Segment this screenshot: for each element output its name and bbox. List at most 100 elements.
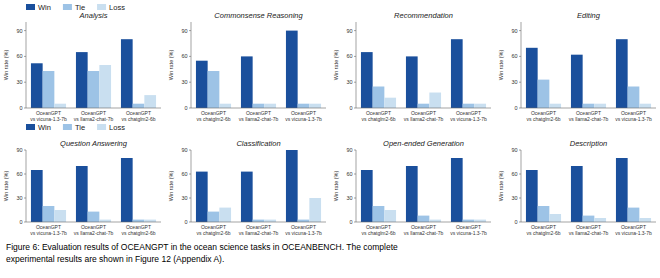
bar — [144, 220, 156, 222]
x-tick-label: OceanGPTvs llama2-chat-7b — [74, 110, 114, 122]
y-tick-label: 60 — [181, 53, 187, 59]
bar — [474, 220, 486, 222]
bar — [628, 208, 640, 222]
x-tick-label-line: vs chatglm2-6b — [527, 116, 561, 122]
x-tick-label-line: vs llama2-chat-7b — [569, 116, 609, 122]
bar — [384, 210, 396, 222]
x-tick-label: OceanGPTvs vicuna-1.3-7b — [450, 224, 487, 236]
bar — [538, 206, 550, 222]
bar — [639, 104, 651, 108]
x-tick-label: OceanGPTvs vicuna-1.3-7b — [615, 224, 652, 236]
bar — [43, 71, 55, 108]
bar — [208, 212, 220, 222]
y-tick-label: 0 — [514, 219, 517, 225]
y-tick-label: 60 — [346, 53, 352, 59]
bar — [298, 104, 310, 108]
x-tick-label: OceanGPTvs chatglm2-6b — [197, 110, 231, 122]
bar — [121, 158, 133, 222]
bar — [384, 98, 396, 108]
bar — [594, 104, 606, 108]
figure: WinTieLossAnalysisWin rate (%)0306090Oce… — [0, 0, 660, 278]
y-tick-label: 30 — [511, 195, 517, 201]
y-tick-label: 30 — [511, 79, 517, 85]
subplot-title: Classification — [236, 139, 280, 148]
bars — [196, 31, 321, 108]
legend-label: Win — [38, 3, 51, 12]
y-tick-label: 60 — [181, 171, 187, 177]
x-tick-label: OceanGPTvs vicuna-1.3-7b — [30, 110, 67, 122]
bar — [76, 52, 88, 108]
bar — [309, 104, 321, 108]
x-tick-label: OceanGPTvs vicuna-1.3-7b — [30, 224, 67, 236]
bar — [43, 206, 55, 222]
x-tick-label: OceanGPTvs chatglm2-6b — [362, 224, 396, 236]
y-axis-line — [26, 22, 27, 108]
bar — [31, 63, 43, 108]
legend-swatch — [97, 4, 106, 10]
caption-line: experimental results are shown in Figure… — [6, 254, 224, 264]
x-tick-label: OceanGPTvs vicuna-1.3-7b — [285, 110, 322, 122]
bar — [309, 198, 321, 222]
bar — [241, 56, 253, 108]
subplot: ClassificationWin rate (%)0306090OceanGP… — [168, 139, 326, 236]
subplot: AnalysisWin rate (%)0306090OceanGPTvs vi… — [3, 11, 161, 122]
x-tick-label: OceanGPTvs llama2-chat-7b — [74, 224, 114, 236]
subplot-title: Question Answering — [60, 139, 128, 148]
y-tick-label: 0 — [184, 105, 187, 111]
bar — [451, 158, 463, 222]
bar — [373, 206, 385, 222]
y-tick-label: 60 — [16, 171, 22, 177]
x-axis-line — [26, 108, 161, 109]
y-tick-label: 90 — [181, 147, 187, 153]
bar — [526, 170, 538, 222]
y-axis-label: Win rate (%) — [168, 50, 174, 81]
subplot-title: Open-ended Generation — [383, 139, 464, 148]
x-tick-label-line: vs chatglm2-6b — [122, 230, 156, 236]
y-axis-label: Win rate (%) — [333, 171, 339, 202]
x-tick-label-line: vs llama2-chat-7b — [404, 230, 444, 236]
x-axis-line — [191, 108, 326, 109]
subplot-title: Analysis — [79, 11, 108, 20]
x-axis-line — [356, 222, 491, 223]
x-axis-line — [356, 108, 491, 109]
legend: WinTieLoss — [26, 3, 125, 12]
legend: WinTieLoss — [26, 123, 125, 132]
x-tick-label-line: vs chatglm2-6b — [362, 116, 396, 122]
subplot: EditingWin rate (%)0306090OceanGPTvs cha… — [498, 11, 656, 122]
bar — [264, 104, 276, 108]
y-tick-label: 90 — [346, 147, 352, 153]
y-tick-label: 60 — [511, 53, 517, 59]
subplot-title: Commonsense Reasoning — [214, 11, 303, 20]
bar — [616, 39, 628, 108]
x-tick-label-line: vs llama2-chat-7b — [74, 116, 114, 122]
y-axis-line — [191, 22, 192, 108]
x-tick-label: OceanGPTvs vicuna-1.3-7b — [450, 110, 487, 122]
bar — [88, 212, 100, 222]
bar — [594, 218, 606, 222]
subplot-title: Recommendation — [394, 11, 453, 20]
bar — [451, 39, 463, 108]
bars — [196, 150, 321, 222]
subplot: RecommendationWin rate (%)0306090OceanGP… — [333, 11, 491, 122]
bar — [88, 71, 100, 108]
y-axis-label: Win rate (%) — [498, 50, 504, 81]
y-axis-line — [356, 22, 357, 108]
bar — [286, 31, 298, 108]
x-tick-label-line: vs vicuna-1.3-7b — [30, 116, 67, 122]
bars — [361, 39, 486, 108]
y-tick-label: 30 — [346, 195, 352, 201]
y-tick-label: 90 — [511, 28, 517, 34]
bar — [549, 214, 561, 222]
bar — [253, 220, 265, 222]
bar — [219, 208, 231, 222]
bar — [133, 220, 145, 222]
y-axis-line — [521, 150, 522, 222]
bars — [361, 158, 486, 222]
x-tick-label-line: vs chatglm2-6b — [122, 116, 156, 122]
bar — [373, 87, 385, 109]
x-axis-line — [521, 222, 656, 223]
subplot: Commonsense ReasoningWin rate (%)0306090… — [168, 11, 326, 122]
bar — [639, 218, 651, 222]
x-tick-label-line: vs vicuna-1.3-7b — [285, 116, 322, 122]
legend-swatch — [63, 4, 72, 10]
